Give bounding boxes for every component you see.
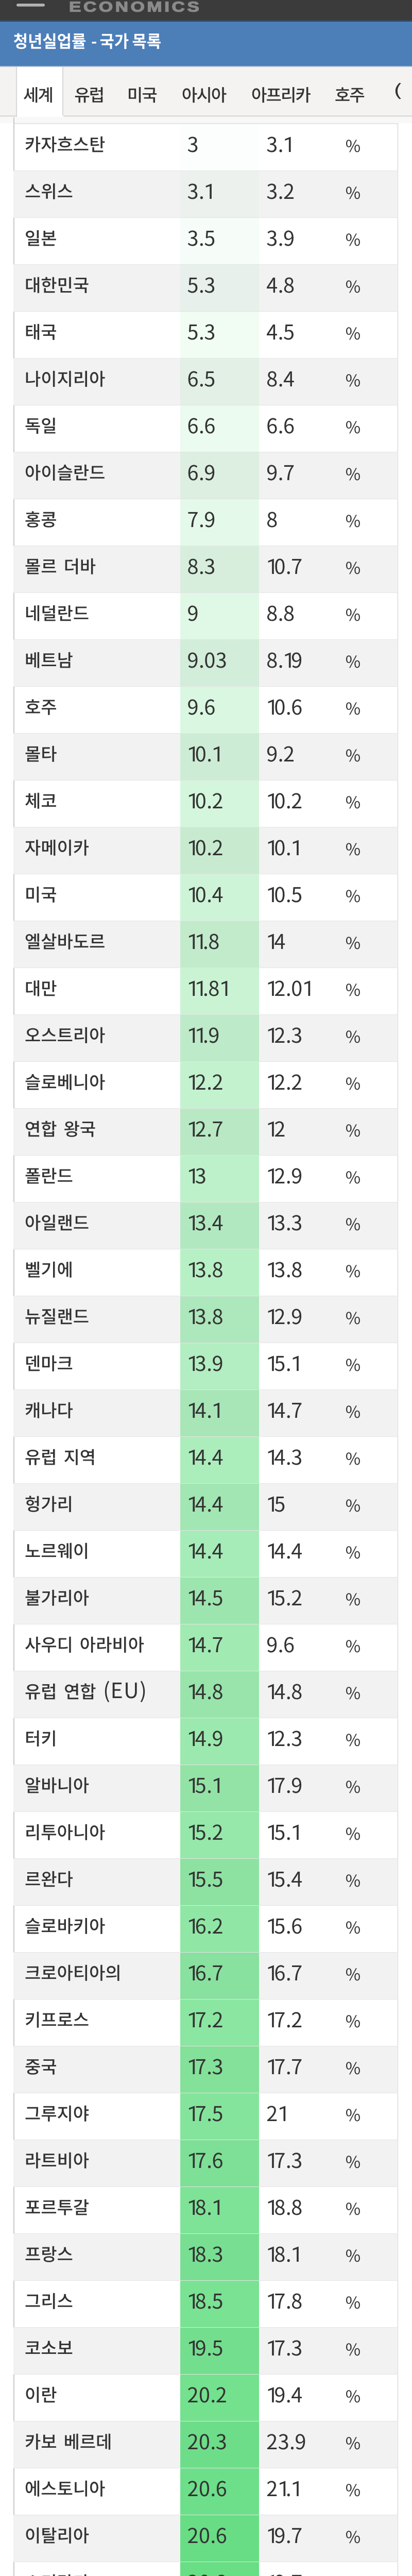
svg-text:ECONOMICS: ECONOMICS [69, 0, 201, 15]
